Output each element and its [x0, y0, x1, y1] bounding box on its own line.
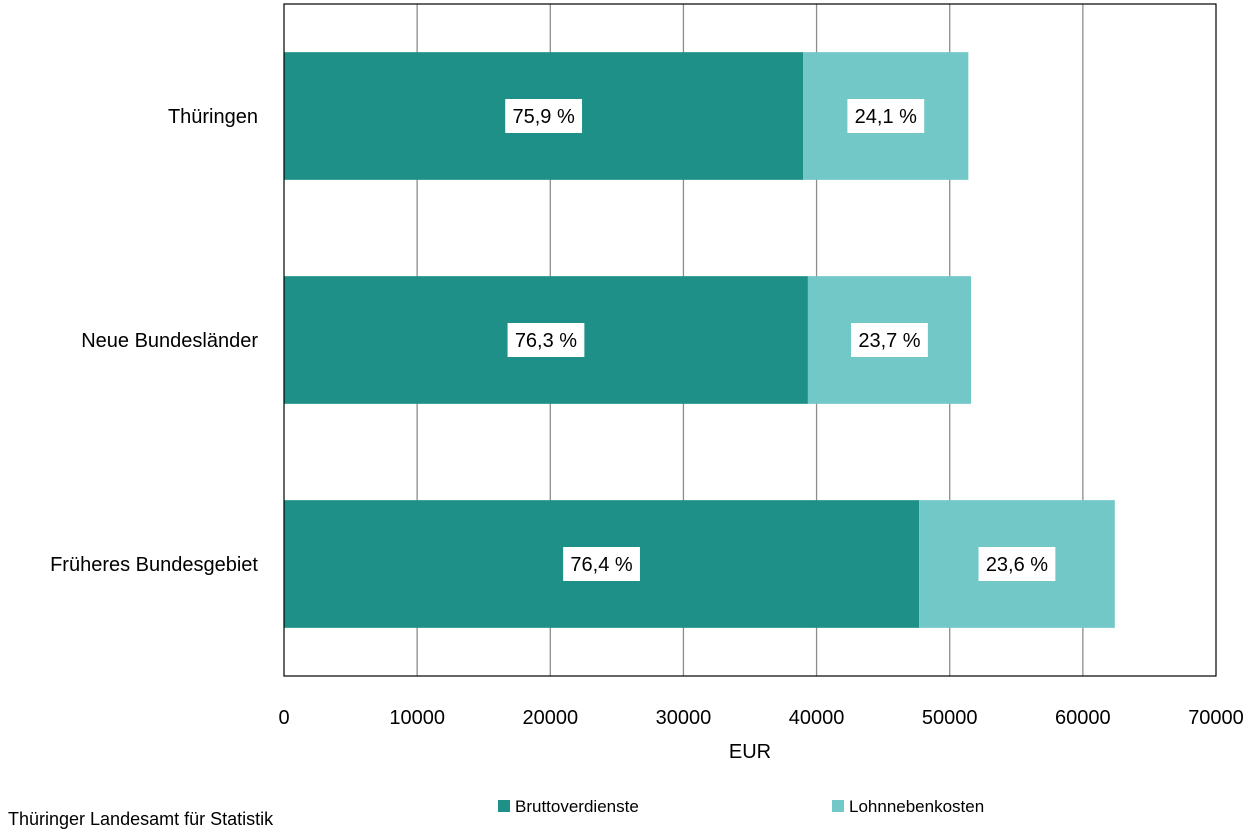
x-tick-label: 10000: [389, 707, 445, 729]
data-label-box: [507, 323, 585, 357]
legend-label: Bruttoverdienste: [515, 797, 639, 816]
x-tick-label: 0: [278, 707, 289, 729]
data-label-box: [847, 99, 925, 133]
data-label-text: 76,4 %: [570, 554, 632, 576]
bars: [284, 52, 1115, 628]
source-label: Thüringer Landesamt für Statistik: [8, 809, 274, 829]
category-labels: Thüringen Neue Bundesländer Früheres Bunde…: [50, 106, 258, 576]
data-label-text: 23,6 %: [986, 554, 1048, 576]
x-tick-label: 70000: [1188, 707, 1244, 729]
category-label: Früheres Bundesgebiet: [50, 554, 258, 576]
data-label: 76,4 %: [563, 547, 640, 581]
data-label: 23,7 %: [851, 323, 928, 357]
data-labels: 75,9 % 24,1 % 76,3 % 23,7 % 76,4 % 23,6 %: [505, 99, 1056, 581]
x-axis-title: EUR: [729, 741, 771, 763]
legend-label: Lohnnebenkosten: [849, 797, 984, 816]
data-label: 24,1 %: [847, 99, 925, 133]
category-label: Neue Bundesländer: [81, 330, 258, 352]
data-label-box: [505, 99, 583, 133]
x-tick-label: 20000: [522, 707, 578, 729]
x-tick-labels: 0 10000 20000 30000 40000 50000 60000 70000: [278, 707, 1243, 729]
legend-swatch: [832, 800, 844, 812]
data-label-text: 24,1 %: [855, 106, 917, 128]
data-label-text: 76,3 %: [515, 330, 577, 352]
legend: Bruttoverdienste Lohnnebenkosten: [498, 797, 984, 816]
data-label-box: [978, 547, 1056, 581]
data-label: 76,3 %: [507, 323, 585, 357]
plot-frame: [283, 3, 1217, 677]
legend-swatch: [498, 800, 510, 812]
legend-item: Bruttoverdienste: [498, 797, 639, 816]
data-label-box: [851, 323, 928, 357]
category-label: Thüringen: [168, 106, 258, 128]
data-label-text: 75,9 %: [512, 106, 574, 128]
legend-item: Lohnnebenkosten: [832, 797, 984, 816]
data-label-text: 23,7 %: [858, 330, 920, 352]
data-label: 75,9 %: [505, 99, 583, 133]
data-label-box: [563, 547, 640, 581]
x-tick-label: 40000: [789, 707, 845, 729]
x-tick-label: 50000: [922, 707, 978, 729]
data-label: 23,6 %: [978, 547, 1056, 581]
x-tick-label: 60000: [1055, 707, 1111, 729]
x-tick-label: 30000: [656, 707, 712, 729]
